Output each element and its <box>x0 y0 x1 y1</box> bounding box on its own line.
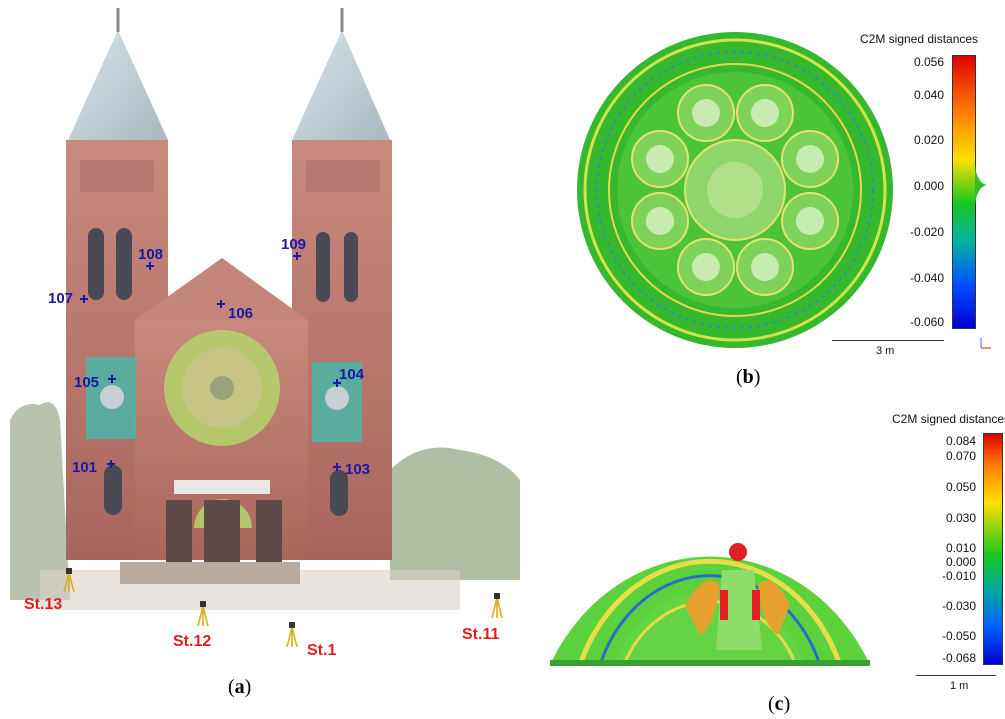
colorbar-c-tick-7: -0.030 <box>941 599 976 613</box>
panel-a: 107 108 109 106 105 104 101 103 St.13 St… <box>10 8 520 698</box>
target-label-109: 109 <box>281 236 307 253</box>
target-label-101: 101 <box>72 459 98 476</box>
church-point-cloud-image <box>10 8 520 648</box>
colorbar-c-tick-1: 0.070 <box>945 449 976 463</box>
station-label-st13: St.13 <box>24 596 63 613</box>
colorbar-b-tick-1: 0.040 <box>913 88 944 102</box>
panel-c: C2M signed distances 0.084 0.070 0.050 0… <box>540 400 1005 719</box>
colorbar-c-tick-9: -0.068 <box>941 651 976 665</box>
colorbar-c-tick-4: 0.010 <box>945 541 976 555</box>
colorbar-c-tick-0: 0.084 <box>945 434 976 448</box>
target-label-105: 105 <box>74 374 100 391</box>
colorbar-c-tick-2: 0.050 <box>945 480 976 494</box>
panel-a-letter: a <box>234 676 245 698</box>
target-label-107: 107 <box>48 290 74 307</box>
target-label-104: 104 <box>339 366 365 383</box>
distribution-curve-b <box>975 165 987 205</box>
colorbar-b-tick-6: -0.060 <box>909 315 944 329</box>
target-label-108: 108 <box>138 246 164 263</box>
scale-bar-b-label: 3 m <box>876 345 895 357</box>
panel-c-caption: (c) <box>768 693 791 715</box>
colorbar-title-b: C2M signed distances <box>860 32 979 46</box>
colorbar-b-tick-5: -0.040 <box>909 271 944 285</box>
target-label-106: 106 <box>228 305 254 322</box>
panel-b-caption: (b) <box>736 366 761 388</box>
scale-bar-c <box>916 675 996 676</box>
colorbar-c-tick-6: -0.010 <box>941 569 976 583</box>
panel-c-letter: c <box>774 693 784 715</box>
scale-bar-b <box>832 340 944 341</box>
panel-b-letter: b <box>742 366 754 388</box>
colorbar-c <box>983 433 1003 665</box>
colorbar-b-tick-3: 0.000 <box>913 179 944 193</box>
rose-window-deviation-map <box>577 32 893 348</box>
colorbar-c-tick-5: 0.000 <box>945 555 976 569</box>
axis-glyph-b <box>980 338 991 349</box>
colorbar-b-tick-0: 0.056 <box>913 55 944 69</box>
panel-a-caption: (a) <box>228 676 252 698</box>
colorbar-b-tick-2: 0.020 <box>913 133 944 147</box>
station-label-st11: St.11 <box>462 626 500 643</box>
station-label-st12: St.12 <box>173 633 212 650</box>
target-label-103: 103 <box>345 461 371 478</box>
scale-bar-c-label: 1 m <box>950 680 969 692</box>
panel-b: C2M signed distances 0.056 0.040 0.020 0… <box>560 0 1005 400</box>
colorbar-b-tick-4: -0.020 <box>909 225 944 239</box>
station-label-st1: St.1 <box>307 642 337 659</box>
colorbar-c-tick-8: -0.050 <box>941 629 976 643</box>
tympanum-deviation-map <box>550 543 870 666</box>
colorbar-b <box>952 55 976 329</box>
colorbar-title-c: C2M signed distances <box>892 412 1005 426</box>
colorbar-c-tick-3: 0.030 <box>945 511 976 525</box>
